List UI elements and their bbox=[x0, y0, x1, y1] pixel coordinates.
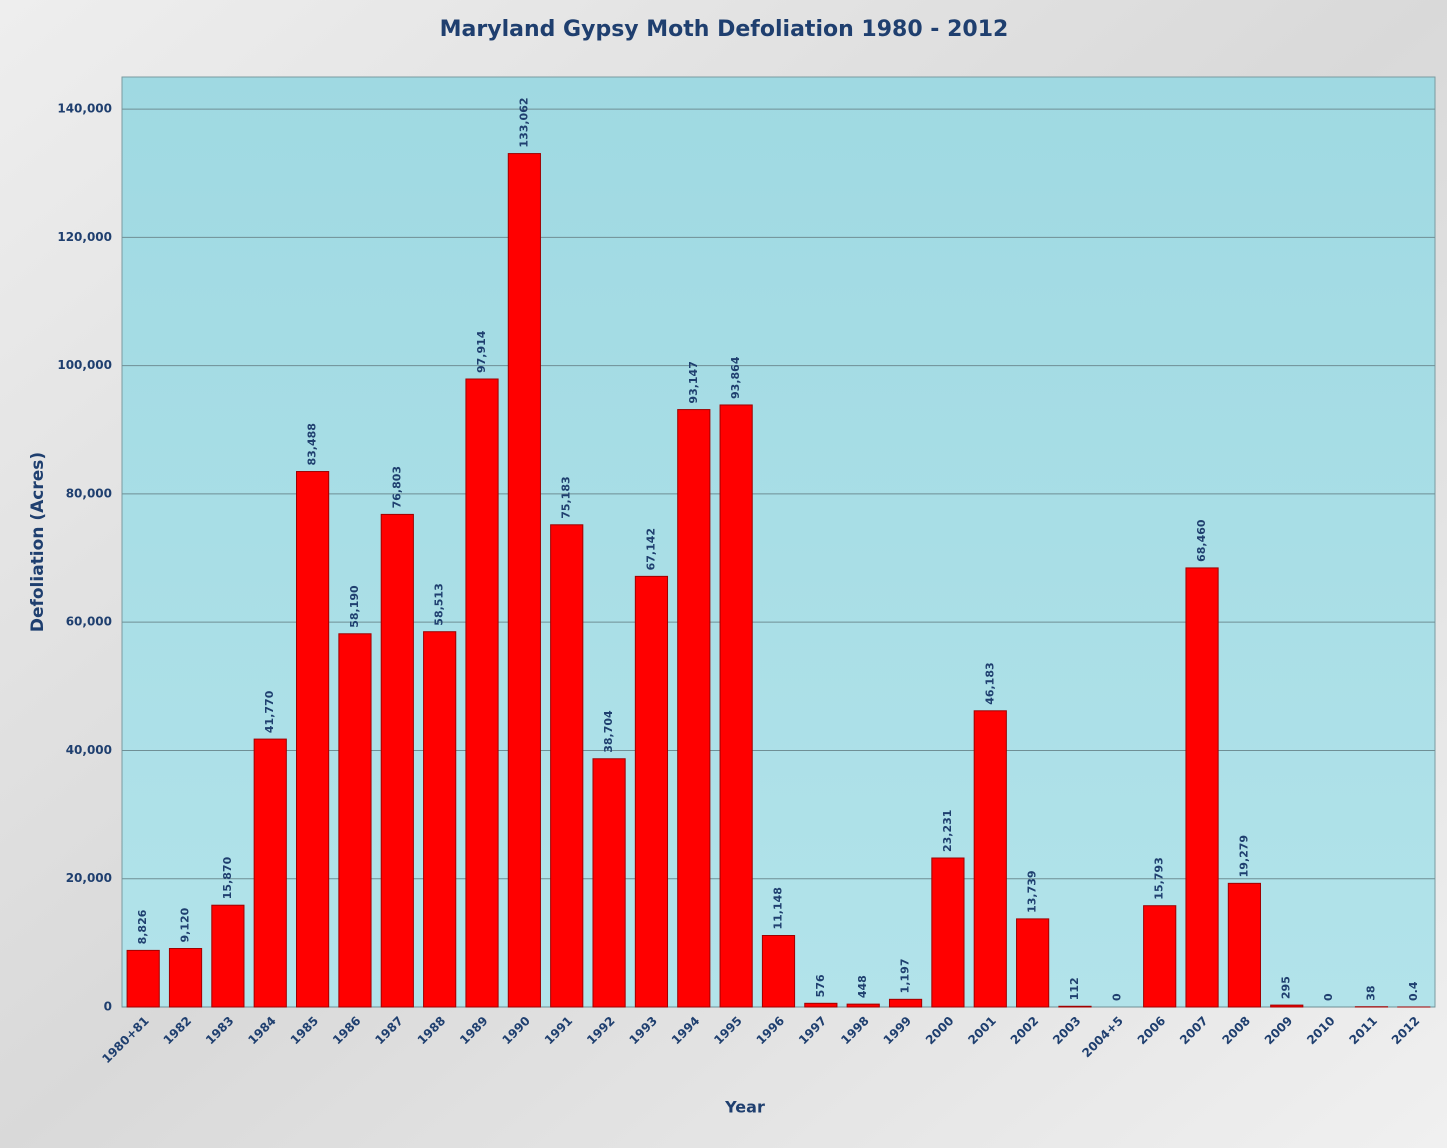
bar bbox=[888, 998, 923, 1008]
y-tick-label: 20,000 bbox=[66, 871, 112, 885]
bar bbox=[804, 1002, 838, 1008]
bar bbox=[465, 378, 499, 1008]
data-label: 38 bbox=[1364, 985, 1377, 1000]
y-tick-label: 80,000 bbox=[66, 486, 112, 500]
bar bbox=[846, 1003, 880, 1008]
data-label: 97,914 bbox=[475, 330, 488, 373]
data-label: 11,148 bbox=[772, 887, 785, 929]
bar bbox=[253, 738, 287, 1008]
bar bbox=[1270, 1004, 1304, 1008]
data-label: 75,183 bbox=[560, 476, 573, 518]
y-axis-label: Defoliation (Acres) bbox=[28, 452, 48, 632]
data-label: 133,062 bbox=[517, 97, 530, 147]
bar bbox=[592, 758, 626, 1008]
data-label: 576 bbox=[814, 974, 827, 997]
bar bbox=[507, 153, 541, 1008]
bar bbox=[296, 471, 330, 1008]
data-label: 58,513 bbox=[433, 583, 446, 625]
x-axis-label: Year bbox=[724, 1098, 765, 1117]
chart-title: Maryland Gypsy Moth Defoliation 1980 - 2… bbox=[440, 17, 1009, 42]
y-tick-label: 40,000 bbox=[66, 743, 112, 757]
data-label: 8,826 bbox=[136, 909, 149, 944]
bar bbox=[973, 710, 1007, 1008]
data-label: 112 bbox=[1068, 977, 1081, 1000]
bar bbox=[423, 631, 457, 1008]
bar bbox=[931, 857, 965, 1008]
data-label: 15,870 bbox=[221, 856, 234, 899]
data-label: 13,739 bbox=[1026, 870, 1039, 912]
data-label: 0 bbox=[1110, 993, 1123, 1001]
bar bbox=[1016, 918, 1050, 1008]
data-label: 46,183 bbox=[983, 662, 996, 704]
data-label: 0.4 bbox=[1407, 981, 1420, 1001]
data-label: 1,197 bbox=[899, 959, 912, 994]
data-label: 83,488 bbox=[306, 423, 319, 465]
data-label: 93,864 bbox=[729, 356, 742, 399]
data-label: 58,190 bbox=[348, 585, 361, 628]
data-label: 15,793 bbox=[1153, 857, 1166, 899]
bar bbox=[1143, 905, 1177, 1008]
bar bbox=[761, 934, 796, 1008]
bar bbox=[634, 575, 669, 1008]
data-label: 0 bbox=[1322, 993, 1335, 1001]
data-label: 19,279 bbox=[1237, 835, 1250, 877]
data-label: 9,120 bbox=[179, 907, 192, 942]
data-label: 41,770 bbox=[263, 690, 276, 733]
bar bbox=[338, 633, 372, 1008]
bar bbox=[168, 948, 203, 1008]
y-tick-label: 60,000 bbox=[66, 615, 112, 629]
data-label: 76,803 bbox=[390, 466, 403, 508]
data-label: 23,231 bbox=[941, 810, 954, 852]
bar bbox=[380, 513, 414, 1008]
bar bbox=[550, 524, 584, 1008]
data-label: 68,460 bbox=[1195, 519, 1208, 562]
y-tick-label: 120,000 bbox=[57, 230, 112, 244]
y-tick-label: 100,000 bbox=[57, 358, 112, 372]
bar bbox=[126, 949, 160, 1008]
bar bbox=[1058, 1005, 1092, 1008]
y-tick-label: 140,000 bbox=[57, 102, 112, 116]
data-label: 67,142 bbox=[644, 528, 657, 570]
data-label: 448 bbox=[856, 975, 869, 998]
bar bbox=[719, 404, 753, 1008]
bar bbox=[1185, 567, 1219, 1008]
bar bbox=[1227, 882, 1261, 1008]
y-tick-label: 0 bbox=[104, 1000, 112, 1014]
bar bbox=[677, 409, 711, 1008]
data-label: 38,704 bbox=[602, 710, 615, 753]
data-label: 295 bbox=[1280, 976, 1293, 999]
bar bbox=[211, 904, 245, 1008]
data-label: 93,147 bbox=[687, 361, 700, 403]
